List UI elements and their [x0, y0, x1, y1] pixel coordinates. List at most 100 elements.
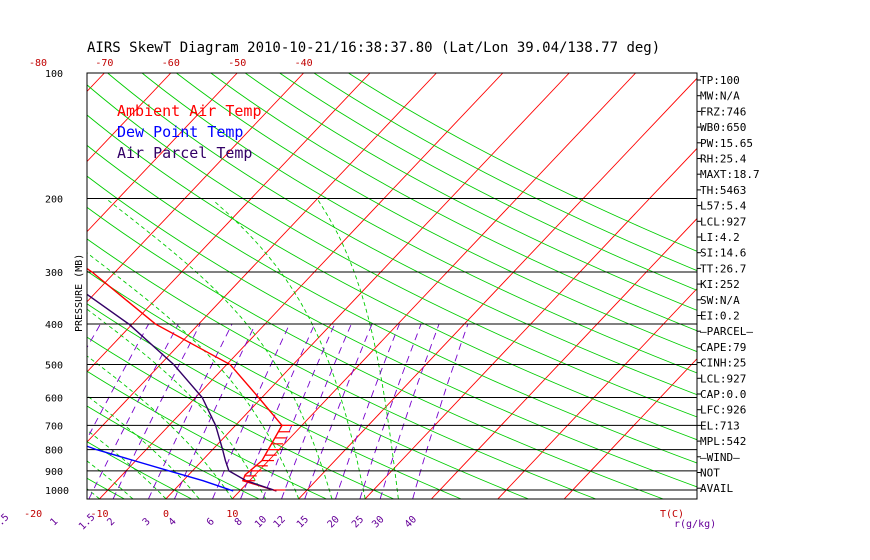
mixing-ratio-tick-label: 1: [48, 516, 60, 528]
isotherm-line: [165, 73, 570, 499]
dry-adiabat-line: [347, 73, 697, 252]
legend-entry: Ambient Air Temp: [117, 102, 262, 120]
isotherm-line: [87, 73, 437, 443]
mixing-ratio-tick-label: 12: [272, 514, 288, 530]
index-value: CAP:0.0: [700, 388, 746, 401]
legend-entry: Air Parcel Temp: [117, 144, 252, 162]
mixing-ratio-line: [240, 323, 316, 499]
dry-adiabat-line: [244, 73, 697, 311]
series-line: [87, 445, 234, 492]
legend: Ambient Air Temp Dew Point Temp Air Parcel…: [117, 102, 262, 162]
dry-adiabat-line: [87, 336, 395, 499]
series-line: [87, 267, 283, 492]
pressure-tick-label: 600: [45, 393, 63, 404]
index-value: NOT: [700, 467, 720, 480]
index-value: LCL:927: [700, 215, 746, 228]
mixing-ratio-tick-label: 30: [370, 514, 386, 530]
index-value: SW:N/A: [700, 294, 740, 307]
index-value: AVAIL: [700, 482, 733, 495]
index-value: LFC:926: [700, 404, 746, 417]
pressure-tick-label: 500: [45, 360, 63, 371]
mixing-ratio-label: r(g/kg): [674, 519, 716, 530]
bottom-temp-tick-label: -10: [91, 509, 109, 520]
dry-adiabat-line: [87, 175, 697, 488]
pressure-tick-label: 400: [45, 320, 63, 331]
mixing-ratio-line: [112, 323, 201, 499]
mixing-ratio-tick-label: 40: [403, 514, 419, 530]
series-layer: [87, 267, 283, 492]
y-axis-label: PRESSURE (MB): [74, 254, 85, 332]
index-value: SI:14.6: [700, 247, 746, 260]
index-value: MAXT:18.7: [700, 168, 760, 181]
moist-adiabat-line: [87, 252, 300, 499]
index-value: TH:5463: [700, 184, 746, 197]
chart-grid: [0, 71, 697, 503]
dry-adiabat-line: [87, 84, 697, 418]
moist-adiabat-line: [87, 308, 266, 499]
isotherm-line: [364, 147, 697, 499]
dry-adiabat-line: [87, 370, 328, 499]
dry-adiabat-line: [87, 477, 126, 499]
moist-adiabat-line: [87, 355, 233, 499]
index-value: MW:N/A: [700, 90, 740, 103]
moist-adiabat-line: [317, 200, 399, 499]
isotherm-line: [87, 73, 371, 373]
isotherm-line: [87, 73, 172, 163]
index-value: EI:0.2: [700, 310, 740, 323]
mixing-ratio-tick-label: 2: [105, 516, 117, 528]
pressure-tick-label: 100: [45, 69, 63, 80]
index-value: LI:4.2: [700, 231, 740, 244]
mixing-ratio-tick-label: 6: [205, 516, 217, 528]
index-value: EL:713: [700, 419, 740, 432]
index-value: —WIND—: [700, 451, 740, 464]
index-value: LCL:927: [700, 372, 746, 385]
isotherm-line: [0, 73, 38, 499]
legend-entry: Dew Point Temp: [117, 123, 243, 141]
bottom-temp-tick-label: 10: [226, 509, 238, 520]
mixing-ratio-tick-label: 25: [350, 514, 366, 530]
dry-adiabat-line: [210, 73, 697, 332]
dry-adiabat-line: [87, 114, 697, 441]
top-temp-tick-label: -50: [228, 58, 246, 69]
top-temp-tick-label: -40: [295, 58, 313, 69]
bottom-temp-tick-label: 0: [163, 509, 169, 520]
pressure-tick-label: 200: [45, 195, 63, 206]
moist-adiabat-line: [87, 395, 200, 499]
top-temp-tick-labels: -120-110-100-90-80-70-60-50-40: [29, 58, 313, 69]
dry-adiabat-line: [0, 71, 64, 503]
moist-adiabat-line: [107, 199, 333, 499]
moist-adiabat-line: [87, 460, 134, 499]
dry-adiabat-line: [175, 73, 697, 353]
mixing-ratio-line: [359, 323, 422, 499]
index-value: PW:15.65: [700, 137, 753, 150]
pressure-tick-label: 800: [45, 446, 63, 457]
mixing-ratio-tick-label: 0.5: [0, 512, 12, 533]
series-line: [87, 293, 277, 492]
dry-adiabat-line: [313, 73, 697, 272]
pressure-tick-label: 300: [45, 268, 63, 279]
isotherm-line: [232, 73, 636, 499]
x-axis-label: T(C): [660, 509, 684, 520]
index-value: CINH:25: [700, 357, 746, 370]
mixing-ratio-tick-label: 8: [233, 516, 245, 528]
top-temp-tick-label: -70: [95, 58, 113, 69]
dry-adiabat-line: [141, 73, 697, 374]
mixing-ratio-tick-label: 4: [167, 516, 179, 528]
pressure-tick-labels: 100 200 300 400 500 600 700 800 900 1000: [45, 69, 69, 497]
mixing-ratio-line: [87, 323, 149, 440]
index-value: TT:26.7: [700, 262, 746, 275]
moist-adiabat-line: [212, 199, 366, 499]
wind-profile: [242, 424, 294, 491]
index-value: —PARCEL—: [700, 325, 753, 338]
index-value: KI:252: [700, 278, 740, 291]
mixing-ratio-tick-label: 10: [253, 514, 269, 530]
mixing-ratio-line: [174, 323, 256, 499]
plot-frame: [86, 72, 698, 500]
mixing-ratio-line: [148, 323, 233, 499]
index-value: RH:25.4: [700, 153, 747, 166]
isotherm-line: [87, 73, 304, 303]
moist-adiabat-line: [87, 429, 167, 499]
dry-adiabat-line: [106, 73, 697, 396]
